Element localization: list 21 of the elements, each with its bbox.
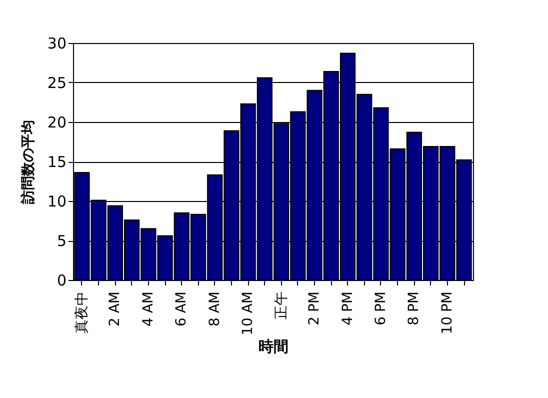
- y-tick-label: 30: [47, 34, 66, 52]
- y-tick-label: 5: [56, 232, 66, 250]
- y-tick-label: 0: [56, 272, 66, 290]
- x-tick-label: 真夜中: [74, 292, 90, 334]
- x-tick-label: 8 PM: [406, 292, 422, 326]
- x-tick-label: 2 AM: [107, 292, 124, 327]
- x-tick-label: 10 AM: [240, 292, 256, 336]
- y-axis-title: 訪問数の平均: [19, 120, 36, 205]
- y-tick-label: 25: [47, 74, 66, 92]
- y-tick-label: 20: [47, 114, 66, 132]
- x-tick-label: 4 PM: [340, 292, 356, 326]
- x-tick-label: 正午: [273, 292, 290, 320]
- x-tick-label: 10 PM: [439, 292, 456, 334]
- x-tick-label: 6 PM: [372, 292, 389, 326]
- x-axis-title: 時間: [258, 337, 288, 356]
- x-tick-label: 8 AM: [206, 292, 223, 327]
- y-tick-label: 10: [47, 192, 66, 210]
- x-tick-label: 2 PM: [306, 292, 323, 326]
- x-tick-label: 4 AM: [140, 292, 156, 327]
- x-tick-label: 6 AM: [174, 292, 190, 327]
- y-tick-label: 15: [47, 153, 66, 171]
